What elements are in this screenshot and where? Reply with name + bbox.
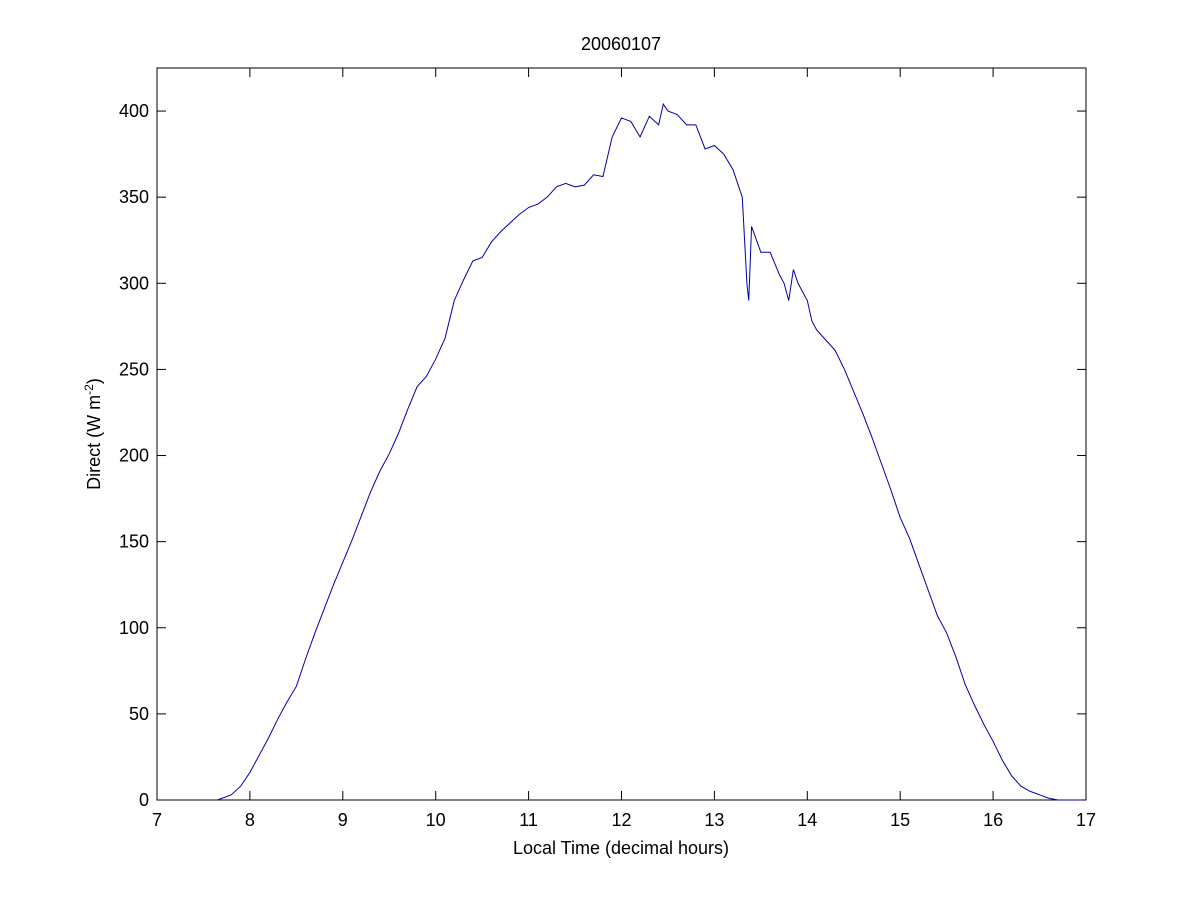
x-tick-label: 9 [338,810,348,830]
chart-title: 20060107 [581,34,661,54]
x-tick-label: 15 [890,810,910,830]
y-tick-label: 0 [139,790,149,810]
x-tick-label: 12 [611,810,631,830]
data-line [217,102,1082,801]
x-tick-label: 7 [152,810,162,830]
y-tick-label: 300 [119,273,149,293]
y-axis-label: Direct (W m-2) [82,378,104,490]
y-label-end: ) [84,378,104,384]
y-label-main: Direct (W m [84,395,104,490]
x-axis-label: Local Time (decimal hours) [513,838,729,858]
y-tick-label: 50 [129,704,149,724]
y-tick-label: 250 [119,359,149,379]
y-label-sup: -2 [82,384,96,395]
x-tick-label: 16 [983,810,1003,830]
plot-area [156,67,1087,801]
y-tick-label: 100 [119,618,149,638]
x-tick-label: 8 [245,810,255,830]
x-tick-label: 14 [797,810,817,830]
x-tick-label: 10 [426,810,446,830]
x-tick-label: 17 [1076,810,1096,830]
x-tick-label: 11 [519,810,538,830]
x-tick-label: 13 [704,810,724,830]
y-tick-label: 350 [119,187,149,207]
y-tick-label: 400 [119,101,149,121]
y-tick-label: 200 [119,446,149,466]
y-tick-label: 150 [119,532,149,552]
